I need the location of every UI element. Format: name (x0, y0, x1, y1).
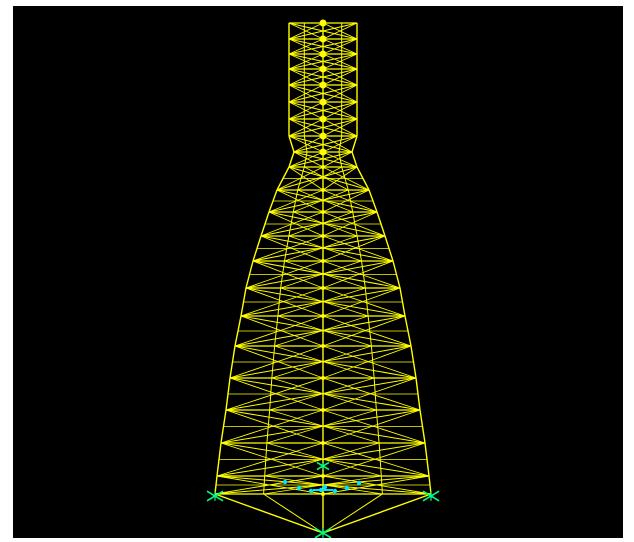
diagonal-brace (322, 68, 358, 86)
joint-node (319, 19, 327, 27)
joint-node (321, 344, 325, 348)
diagonal-brace (284, 235, 358, 262)
joint-node (319, 148, 327, 156)
restraint-marker (308, 488, 314, 494)
diagonal-brace (288, 68, 358, 86)
diagonal-brace (263, 475, 382, 495)
restraint-marker (296, 485, 302, 491)
diagonal-brace (322, 118, 358, 137)
tower-leg-left (288, 135, 295, 153)
diagonal-brace (288, 22, 324, 40)
base-member (214, 493, 324, 534)
base-member (263, 493, 324, 534)
joint-node (319, 50, 327, 58)
base-restraints (282, 479, 362, 494)
joint-node (319, 98, 327, 106)
support-markers (206, 461, 440, 538)
diagonal-brace (288, 38, 358, 55)
joint-node (321, 188, 325, 192)
diagonal-brace (322, 151, 358, 168)
diagonal-brace (284, 260, 366, 289)
joint-node (319, 65, 327, 73)
tower-wireframe (206, 19, 440, 538)
tower-joints (319, 19, 327, 496)
diagonal-brace (322, 151, 353, 168)
diagonal-brace (288, 135, 324, 153)
tower-leg-left (288, 151, 295, 168)
restraint-marker (322, 484, 328, 490)
diagonal-brace (288, 84, 324, 103)
diagonal-brace (277, 315, 372, 347)
base-member (322, 493, 432, 534)
joint-node (321, 286, 325, 290)
joint-node (319, 81, 327, 89)
model-viewport[interactable] (13, 6, 623, 538)
diagonal-brace (288, 151, 353, 168)
tower-leg-right (351, 151, 358, 168)
diagonal-brace (288, 151, 324, 168)
diagonal-brace (274, 345, 375, 379)
diagonal-brace (288, 101, 324, 120)
diagonal-brace (297, 166, 342, 191)
joint-node (321, 259, 325, 263)
diagonal-brace (288, 22, 358, 40)
tower-members (214, 22, 432, 534)
diagonal-brace (293, 151, 324, 168)
diagonal-brace (304, 166, 349, 191)
joint-node (319, 115, 327, 123)
diagonal-brace (280, 260, 362, 289)
joint-node (319, 132, 327, 140)
diagonal-brace (293, 211, 358, 237)
diagonal-brace (271, 345, 372, 379)
diagonal-brace (322, 84, 358, 103)
joint-node (321, 376, 325, 380)
diagonal-brace (269, 409, 380, 444)
restraint-marker (356, 480, 362, 486)
diagonal-brace (288, 118, 324, 137)
diagonal-brace (293, 189, 349, 213)
diagonal-brace (322, 22, 358, 40)
diagonal-brace (322, 101, 358, 120)
tower-leg-right (351, 135, 358, 153)
joint-node (321, 234, 325, 238)
joint-node (319, 35, 327, 43)
joint-node (321, 314, 325, 318)
base-member (322, 493, 383, 534)
diagonal-brace (288, 38, 324, 55)
diagonal-brace (266, 442, 382, 477)
restraint-marker (282, 479, 288, 485)
diagonal-brace (280, 287, 369, 317)
diagonal-brace (293, 135, 324, 153)
diagonal-brace (322, 38, 358, 55)
diagonal-brace (288, 235, 362, 262)
restraint-marker (344, 485, 350, 491)
diagonal-brace (293, 135, 358, 153)
joint-node (321, 165, 325, 169)
joint-node (321, 441, 325, 445)
joint-node (321, 492, 325, 496)
diagonal-brace (297, 189, 353, 213)
diagonal-brace (288, 68, 324, 86)
diagonal-brace (288, 84, 358, 103)
diagonal-brace (277, 287, 366, 317)
diagonal-brace (322, 53, 358, 70)
diagonal-brace (288, 211, 353, 237)
diagonal-brace (322, 135, 358, 153)
restraint-marker (332, 488, 338, 494)
diagonal-brace (264, 442, 380, 477)
diagonal-brace (293, 151, 358, 168)
diagonal-brace (288, 118, 358, 137)
diagonal-brace (288, 53, 358, 70)
diagonal-brace (288, 53, 324, 70)
diagonal-brace (266, 409, 377, 444)
diagonal-brace (288, 135, 353, 153)
diagonal-brace (271, 377, 377, 411)
joint-node (321, 408, 325, 412)
diagonal-brace (274, 315, 369, 347)
diagonal-brace (322, 135, 353, 153)
joint-node (321, 210, 325, 214)
joint-node (321, 474, 325, 478)
diagonal-brace (269, 377, 375, 411)
diagonal-brace (288, 101, 358, 120)
